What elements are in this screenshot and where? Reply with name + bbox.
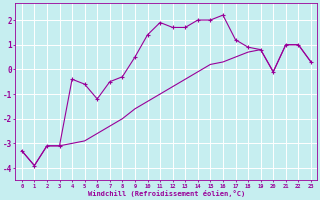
X-axis label: Windchill (Refroidissement éolien,°C): Windchill (Refroidissement éolien,°C) (88, 190, 245, 197)
